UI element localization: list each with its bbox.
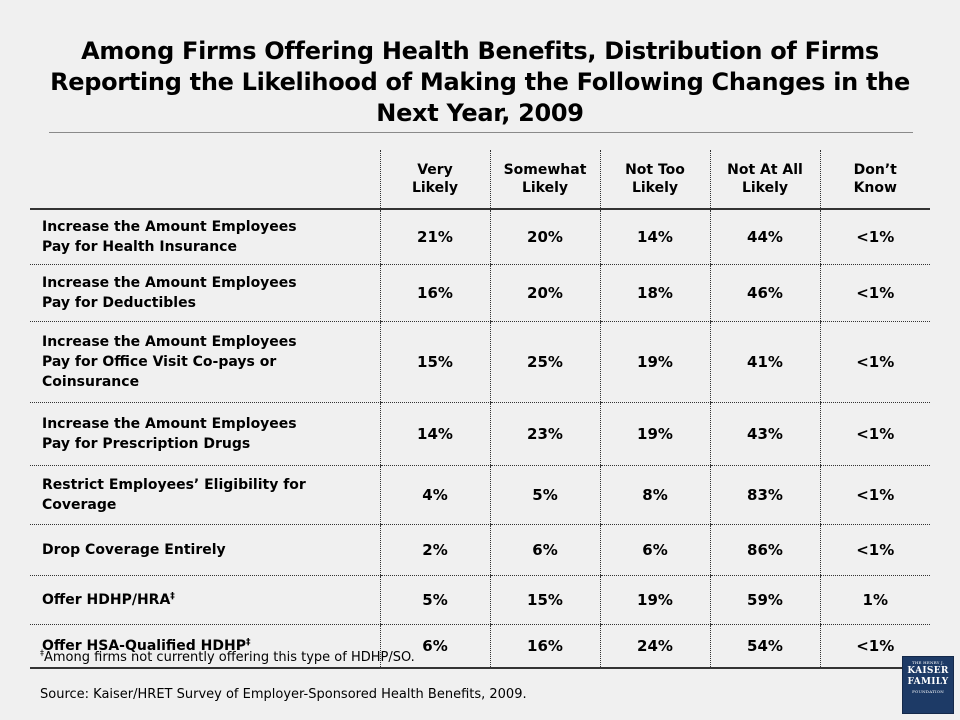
column-header-line: Don’t [853, 162, 897, 178]
column-header-line: Very [417, 162, 453, 178]
row-label-line: Restrict Employees’ Eligibility for [42, 477, 306, 493]
row-label: Increase the Amount Employees Pay for Off… [30, 321, 380, 403]
table-cell: 14% [379, 402, 490, 466]
kff-logo: THE HENRY J. KAISER FAMILY FOUNDATION [902, 656, 954, 714]
column-header: Not Too Likely [599, 150, 710, 210]
row-label-line: Increase the Amount Employees [42, 416, 297, 432]
table-cell: 6% [489, 524, 600, 576]
title-divider [49, 132, 913, 133]
logo-line: KAISER [907, 666, 949, 676]
table-cell: 8% [599, 465, 710, 525]
row-label-line: Coverage [42, 497, 117, 513]
column-header-line: Likely [521, 180, 569, 196]
table-cell: 44% [709, 209, 820, 265]
table-cell: <1% [819, 465, 930, 525]
table-cell: 46% [709, 264, 820, 322]
row-label: Offer HSA-Qualified HDHP‡ [30, 624, 380, 669]
table-cell: <1% [819, 209, 930, 265]
table-cell: 6% [379, 624, 490, 669]
row-label-line: Drop Coverage Entirely [42, 542, 226, 558]
table-cell: <1% [819, 264, 930, 322]
header-corner [30, 150, 380, 210]
table-cell: 83% [709, 465, 820, 525]
logo-line: FAMILY [907, 677, 949, 687]
table-row: Increase the Amount Employees Pay for Hea… [30, 209, 930, 265]
footnote: ‡Among firms not currently offering this… [40, 648, 415, 665]
table-cell: 1% [819, 575, 930, 625]
table-row: Drop Coverage Entirely 2% 6% 6% 86% <1% [30, 524, 930, 576]
row-label: Increase the Amount Employees Pay for Hea… [30, 209, 380, 265]
row-label-line: Pay for Deductibles [42, 295, 196, 311]
column-header: Somewhat Likely [489, 150, 600, 210]
table-row: Restrict Employees’ Eligibility for Cover… [30, 465, 930, 525]
row-label-line: Offer HDHP/HRA [42, 592, 171, 608]
double-dagger-marker: ‡ [40, 648, 44, 658]
table-cell: 86% [709, 524, 820, 576]
table-cell: 15% [489, 575, 600, 625]
table-cell: 23% [489, 402, 600, 466]
double-dagger-marker: ‡ [170, 591, 175, 602]
row-label-line: Increase the Amount Employees [42, 334, 297, 350]
table-cell: 19% [599, 321, 710, 403]
table-cell: 19% [599, 575, 710, 625]
table-cell: 43% [709, 402, 820, 466]
table-row: Increase the Amount Employees Pay for Pre… [30, 402, 930, 466]
row-label-line: Pay for Health Insurance [42, 239, 237, 255]
slide-title: Among Firms Offering Health Benefits, Di… [50, 37, 910, 127]
table-row: Increase the Amount Employees Pay for Off… [30, 321, 930, 403]
table-cell: 20% [489, 264, 600, 322]
column-header-line: Likely [741, 180, 789, 196]
table-cell: 25% [489, 321, 600, 403]
row-label-line: Pay for Prescription Drugs [42, 436, 251, 452]
table-cell: 16% [489, 624, 600, 669]
column-header-line: Likely [631, 180, 679, 196]
row-label: Drop Coverage Entirely [30, 524, 380, 576]
table-row: Offer HDHP/HRA‡ 5% 15% 19% 59% 1% [30, 575, 930, 625]
table-row: Increase the Amount Employees Pay for Ded… [30, 264, 930, 322]
header-row: Very Likely Somewhat Likely Not Too Likely … [30, 150, 930, 210]
row-label: Offer HDHP/HRA‡ [30, 575, 380, 625]
footnote-text: Among firms not currently offering this … [44, 650, 415, 665]
row-label: Increase the Amount Employees Pay for Pre… [30, 402, 380, 466]
column-header-line: Know [853, 180, 897, 196]
row-label-line: Increase the Amount Employees [42, 219, 297, 235]
column-header: Not At All Likely [709, 150, 820, 210]
column-header: Very Likely [379, 150, 490, 210]
table-cell: 14% [599, 209, 710, 265]
table-cell: 6% [599, 524, 710, 576]
column-header-line: Not Too [625, 162, 685, 178]
table-cell: 5% [489, 465, 600, 525]
table-cell: 5% [379, 575, 490, 625]
table-cell: 20% [489, 209, 600, 265]
likelihood-table: Very Likely Somewhat Likely Not Too Likely … [30, 150, 930, 669]
source-note: Source: Kaiser/HRET Survey of Employer-S… [40, 687, 527, 702]
logo-line: FOUNDATION [912, 689, 944, 694]
table-cell: 41% [709, 321, 820, 403]
row-label-line: Offer HSA-Qualified HDHP [42, 638, 246, 654]
table-cell: <1% [819, 402, 930, 466]
column-header-line: Somewhat [503, 162, 587, 178]
table-cell: 16% [379, 264, 490, 322]
table-cell: <1% [819, 321, 930, 403]
column-header-line: Likely [411, 180, 459, 196]
row-label-line: Pay for Office Visit Co-pays or [42, 354, 277, 370]
table-cell: <1% [819, 524, 930, 576]
table-cell: 19% [599, 402, 710, 466]
row-label-line: Increase the Amount Employees [42, 275, 297, 291]
table-cell: 4% [379, 465, 490, 525]
column-header: Don’t Know [819, 150, 930, 210]
table-cell: 2% [379, 524, 490, 576]
table-cell: 24% [599, 624, 710, 669]
table-cell: 18% [599, 264, 710, 322]
table-cell: 54% [709, 624, 820, 669]
logo-line: THE HENRY J. [911, 660, 945, 665]
column-header-line: Not At All [727, 162, 803, 178]
row-label: Increase the Amount Employees Pay for Ded… [30, 264, 380, 322]
row-label-line: Coinsurance [42, 374, 140, 390]
row-label: Restrict Employees’ Eligibility for Cover… [30, 465, 380, 525]
table-cell: 15% [379, 321, 490, 403]
table-cell: 21% [379, 209, 490, 265]
double-dagger-marker: ‡ [245, 637, 251, 648]
table-cell: 59% [709, 575, 820, 625]
